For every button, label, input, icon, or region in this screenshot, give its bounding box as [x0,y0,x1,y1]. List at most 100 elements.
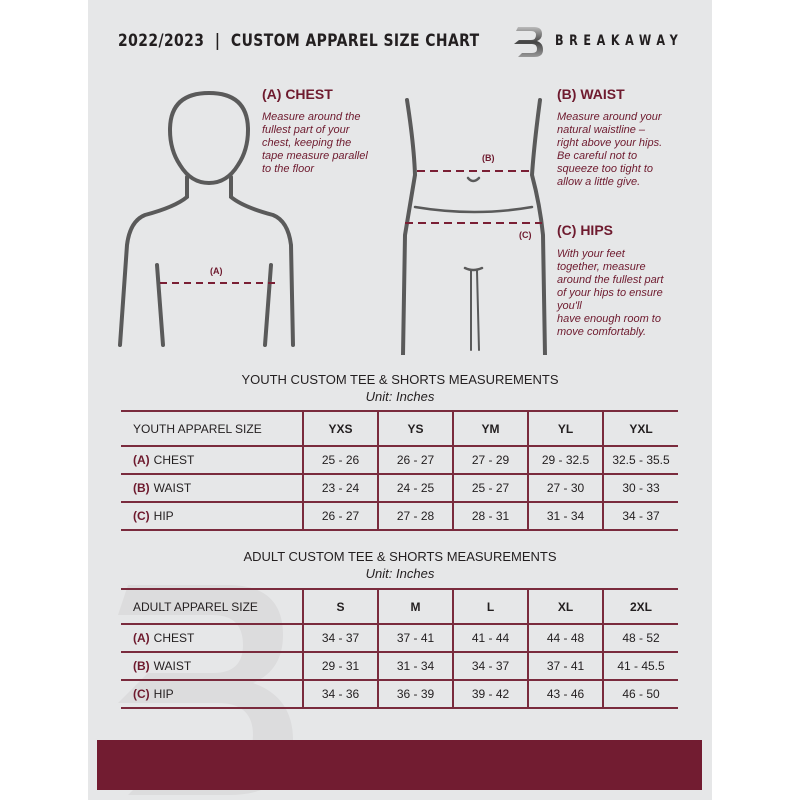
measurement-value: 39 - 42 [452,679,528,709]
measurement-label: (C) HIP [121,679,303,709]
measurement-value: 28 - 31 [452,501,528,531]
measurement-value: 29 - 31 [302,651,378,681]
desc-line: chest, keeping the [262,137,352,149]
measurement-value: 26 - 27 [302,501,378,531]
measurement-name: CHEST [153,631,195,645]
measurement-name: WAIST [153,481,192,495]
page-title: 2022/2023 | CUSTOM APPAREL SIZE CHART [118,31,480,51]
waist-hips-figure-illustration [401,98,547,355]
measurement-value: 23 - 24 [302,473,378,503]
measurement-value: 25 - 27 [452,473,528,503]
measurement-value: 41 - 44 [452,623,528,653]
measurement-name: HIP [153,509,174,523]
measurement-value: 36 - 39 [377,679,453,709]
size-column-header: YOUTH APPAREL SIZE [121,410,303,447]
size-header: S [302,588,378,625]
size-header: M [377,588,453,625]
measurement-value: 43 - 46 [527,679,603,709]
measurement-code: (B) [133,659,150,673]
measurement-label: (B) WAIST [121,651,303,681]
table-row: (A) CHEST 25 - 26 26 - 27 27 - 29 29 - 32.5 32… [121,445,678,475]
measurement-code: (C) [133,687,150,701]
chest-figure-illustration [118,90,295,347]
size-header: L [452,588,528,625]
measurement-value: 34 - 36 [302,679,378,709]
youth-unit: Unit: Inches [365,389,435,404]
waist-marker: (B) [482,153,495,163]
desc-line: squeeze too tight to [557,163,654,175]
measurement-value: 37 - 41 [377,623,453,653]
breakaway-logo-icon [514,27,543,57]
measurement-code: (C) [133,509,150,523]
hips-description: With your feet together, measure around th… [557,248,663,339]
hips-marker: (C) [519,230,532,240]
measurement-label: (B) WAIST [121,473,303,503]
chest-heading: (A) CHEST [262,86,333,102]
desc-line: together, measure [557,261,646,273]
footer-band [97,740,702,790]
size-header: YL [527,410,603,447]
measurement-name: CHEST [153,453,195,467]
table-row: (A) CHEST 34 - 37 37 - 41 41 - 44 44 - 48 48 -… [121,623,678,653]
desc-line: natural waistline – [557,124,646,136]
measurement-label: (A) CHEST [121,445,303,475]
desc-line: With your feet [557,248,625,260]
chest-marker: (A) [210,266,223,276]
table-header-row: ADULT APPAREL SIZE S M L XL 2XL [121,588,678,625]
desc-line: Measure around your [557,111,662,123]
table-row: (B) WAIST 29 - 31 31 - 34 34 - 37 37 - 41 41 -… [121,651,678,681]
desc-line: you'll [557,300,582,312]
measurement-code: (B) [133,481,150,495]
hips-heading: (C) HIPS [557,222,613,238]
desc-line: of your hips to ensure [557,287,663,299]
measurement-value: 24 - 25 [377,473,453,503]
measurement-value: 46 - 50 [602,679,678,709]
desc-line: allow a little give. [557,176,641,188]
measurement-value: 32.5 - 35.5 [602,445,678,475]
waist-description: Measure around your natural waistline – ri… [557,111,662,189]
measurement-value: 31 - 34 [527,501,603,531]
desc-line: to the floor [262,163,314,175]
measurement-value: 26 - 27 [377,445,453,475]
adult-unit: Unit: Inches [365,566,435,581]
measurement-value: 30 - 33 [602,473,678,503]
measurement-value: 41 - 45.5 [602,651,678,681]
measurement-value: 34 - 37 [602,501,678,531]
adult-size-table: ADULT APPAREL SIZE S M L XL 2XL (A) CHEST 34 - 3… [121,588,678,709]
desc-line: Be careful not to [557,150,638,162]
desc-line: right above your hips. [557,137,663,149]
measurement-label: (C) HIP [121,501,303,531]
measurement-value: 34 - 37 [452,651,528,681]
measurement-value: 27 - 28 [377,501,453,531]
desc-line: fullest part of your [262,124,350,136]
adult-section-title: ADULT CUSTOM TEE & SHORTS MEASUREMENTS [243,549,557,564]
measurement-label: (A) CHEST [121,623,303,653]
measurement-value: 44 - 48 [527,623,603,653]
table-row: (C) HIP 26 - 27 27 - 28 28 - 31 31 - 34 34 - 3… [121,501,678,531]
desc-line: move comfortably. [557,326,647,338]
desc-line: have enough room to [557,313,661,325]
size-header: 2XL [602,588,678,625]
size-header: YS [377,410,453,447]
chest-description: Measure around the fullest part of your ch… [262,111,368,176]
size-header: YXL [602,410,678,447]
size-header: XL [527,588,603,625]
brand-name: BREAKAWAY [555,33,684,49]
measurement-value: 31 - 34 [377,651,453,681]
youth-size-table: YOUTH APPAREL SIZE YXS YS YM YL YXL (A) CHEST 25… [121,410,678,531]
size-header: YM [452,410,528,447]
measurement-code: (A) [133,631,150,645]
measurement-code: (A) [133,453,150,467]
table-row: (C) HIP 34 - 36 36 - 39 39 - 42 43 - 46 46 - 5… [121,679,678,709]
measurement-value: 25 - 26 [302,445,378,475]
measurement-value: 48 - 52 [602,623,678,653]
measurement-name: HIP [153,687,174,701]
measurement-value: 27 - 30 [527,473,603,503]
desc-line: around the fullest part [557,274,664,286]
table-row: (B) WAIST 23 - 24 24 - 25 25 - 27 27 - 30 30 -… [121,473,678,503]
waist-heading: (B) WAIST [557,86,625,102]
table-header-row: YOUTH APPAREL SIZE YXS YS YM YL YXL [121,410,678,447]
measurement-value: 29 - 32.5 [527,445,603,475]
measurement-value: 34 - 37 [302,623,378,653]
measurement-value: 37 - 41 [527,651,603,681]
